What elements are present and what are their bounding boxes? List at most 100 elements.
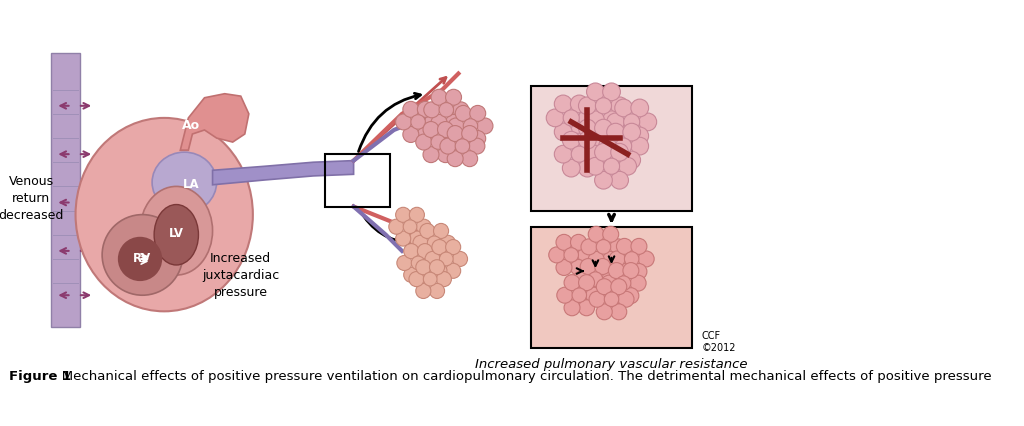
Circle shape <box>631 127 648 145</box>
Circle shape <box>616 264 633 279</box>
Circle shape <box>395 207 411 222</box>
Circle shape <box>423 272 437 286</box>
Circle shape <box>606 151 625 169</box>
Circle shape <box>586 287 602 303</box>
Circle shape <box>432 239 447 255</box>
Circle shape <box>556 259 572 276</box>
Circle shape <box>439 103 454 117</box>
Circle shape <box>603 111 621 129</box>
Circle shape <box>436 271 452 287</box>
Circle shape <box>610 304 627 320</box>
Circle shape <box>440 138 456 154</box>
Ellipse shape <box>102 215 182 295</box>
Circle shape <box>418 267 432 282</box>
Circle shape <box>579 147 596 165</box>
Circle shape <box>557 287 572 303</box>
Circle shape <box>462 126 477 141</box>
Circle shape <box>455 139 470 153</box>
Circle shape <box>631 99 648 117</box>
Circle shape <box>447 118 464 134</box>
Circle shape <box>462 151 477 167</box>
Ellipse shape <box>118 237 162 281</box>
Circle shape <box>610 171 629 189</box>
Circle shape <box>609 251 625 267</box>
Circle shape <box>581 284 596 299</box>
Circle shape <box>631 137 648 155</box>
Text: RV: RV <box>133 253 152 265</box>
Circle shape <box>447 126 463 141</box>
Circle shape <box>579 275 595 291</box>
Circle shape <box>610 239 626 255</box>
Text: Figure 1: Figure 1 <box>9 370 72 383</box>
Circle shape <box>599 137 616 155</box>
Circle shape <box>631 239 647 254</box>
Circle shape <box>603 83 621 101</box>
Circle shape <box>554 123 572 141</box>
Circle shape <box>456 130 471 147</box>
Circle shape <box>477 118 493 134</box>
Circle shape <box>587 157 604 175</box>
Circle shape <box>606 113 625 131</box>
Circle shape <box>623 151 641 169</box>
Circle shape <box>429 260 444 275</box>
Circle shape <box>403 244 419 259</box>
Circle shape <box>564 275 580 291</box>
Circle shape <box>420 223 435 239</box>
Circle shape <box>423 147 439 163</box>
Polygon shape <box>51 53 80 328</box>
Circle shape <box>432 263 447 278</box>
Circle shape <box>416 219 431 234</box>
Circle shape <box>453 102 469 118</box>
Circle shape <box>608 262 625 279</box>
Circle shape <box>445 263 461 278</box>
Ellipse shape <box>140 187 213 275</box>
Circle shape <box>418 244 432 259</box>
Circle shape <box>579 300 595 316</box>
Circle shape <box>572 271 589 287</box>
Circle shape <box>570 234 587 250</box>
Circle shape <box>615 138 632 154</box>
Circle shape <box>549 247 564 263</box>
Text: Ao: Ao <box>181 119 200 132</box>
Circle shape <box>630 275 646 291</box>
Circle shape <box>639 113 656 131</box>
Circle shape <box>570 133 588 151</box>
Polygon shape <box>180 94 249 150</box>
Circle shape <box>444 134 461 150</box>
Circle shape <box>554 95 572 113</box>
Circle shape <box>595 259 610 274</box>
Circle shape <box>416 134 432 150</box>
Circle shape <box>402 101 419 117</box>
Circle shape <box>631 264 647 279</box>
Circle shape <box>556 234 572 250</box>
Circle shape <box>604 292 618 306</box>
Circle shape <box>546 109 564 127</box>
Circle shape <box>427 236 441 250</box>
Circle shape <box>413 235 428 250</box>
Circle shape <box>423 121 439 138</box>
Polygon shape <box>213 161 353 185</box>
Circle shape <box>440 235 456 250</box>
Circle shape <box>624 114 640 130</box>
Bar <box>326 154 390 207</box>
Circle shape <box>602 271 617 287</box>
Bar <box>530 227 692 348</box>
Circle shape <box>588 134 603 150</box>
Circle shape <box>463 119 478 133</box>
Circle shape <box>469 138 485 154</box>
Circle shape <box>587 83 604 101</box>
Circle shape <box>596 239 610 254</box>
Circle shape <box>437 147 454 163</box>
Circle shape <box>564 300 580 316</box>
Text: Increased pulmonary vascular resistance: Increased pulmonary vascular resistance <box>475 358 748 371</box>
Text: LV: LV <box>169 227 183 240</box>
Circle shape <box>616 239 633 254</box>
Bar <box>530 86 692 210</box>
Circle shape <box>603 133 621 151</box>
Circle shape <box>614 99 633 117</box>
Circle shape <box>429 283 444 299</box>
Text: Increased
juxtacardiac
pressure: Increased juxtacardiac pressure <box>202 252 280 299</box>
Ellipse shape <box>155 204 199 265</box>
Circle shape <box>589 291 605 307</box>
Circle shape <box>606 123 625 141</box>
